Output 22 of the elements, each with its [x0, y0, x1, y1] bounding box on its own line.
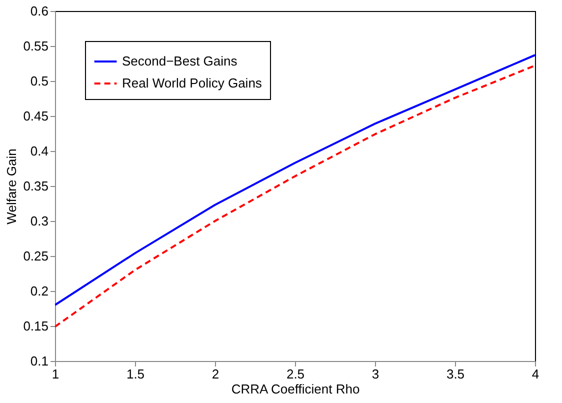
- y-tick-label: 0.4: [30, 144, 48, 158]
- x-axis-title: CRRA Coefficient Rho: [231, 382, 360, 396]
- x-tick-label: 2.5: [286, 366, 305, 382]
- y-tick-label: 0.5: [30, 74, 48, 88]
- x-tick-label: 3: [372, 366, 380, 382]
- y-tick-label: 0.55: [23, 38, 48, 54]
- legend-label: Real World Policy Gains: [122, 76, 262, 90]
- y-tick-label: 0.6: [30, 4, 48, 18]
- y-tick-label: 0.45: [23, 108, 48, 124]
- y-tick-label: 0.25: [23, 248, 48, 264]
- y-axis-title: Welfare Gain: [4, 148, 20, 224]
- x-tick-label: 2: [212, 366, 220, 382]
- x-tick-label: 1: [52, 366, 60, 382]
- y-tick-label: 0.3: [30, 214, 48, 228]
- y-tick-label: 0.35: [23, 178, 48, 194]
- x-tick-label: 1.5: [126, 366, 145, 382]
- y-tick-label: 0.15: [23, 318, 48, 334]
- y-tick-label: 0.1: [30, 354, 48, 368]
- y-tick-label: 0.2: [30, 284, 48, 298]
- legend-label: Second−Best Gains: [122, 54, 238, 68]
- x-tick-label: 3.5: [446, 366, 465, 382]
- x-tick-label: 4: [532, 366, 540, 382]
